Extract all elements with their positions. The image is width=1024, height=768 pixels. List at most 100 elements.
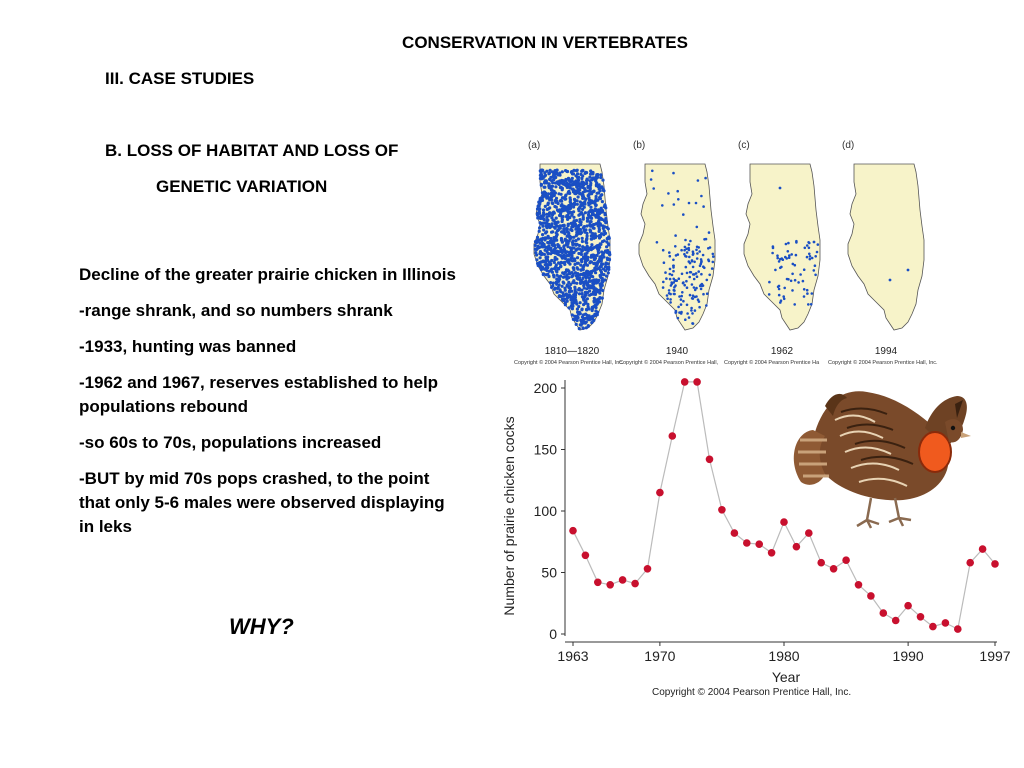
sighting-dot <box>685 303 689 307</box>
sighting-dot <box>569 248 573 252</box>
sighting-dot <box>562 223 566 227</box>
sighting-dot <box>697 246 700 249</box>
sighting-dot <box>707 247 710 250</box>
sighting-dot <box>583 321 587 325</box>
data-point <box>991 560 999 568</box>
data-point <box>780 518 788 526</box>
sighting-dot <box>581 190 585 195</box>
sighting-dot <box>576 180 580 184</box>
sighting-dot <box>558 294 562 298</box>
sighting-dot <box>575 175 579 179</box>
data-point <box>743 539 751 547</box>
sighting-dot <box>568 294 572 298</box>
sighting-dot <box>575 202 579 206</box>
sighting-dot <box>543 181 547 185</box>
sighting-dot <box>802 268 806 271</box>
sighting-dot <box>605 274 609 278</box>
sighting-dot <box>549 193 553 197</box>
sighting-dot <box>690 283 694 286</box>
sighting-dot <box>568 200 572 204</box>
sighting-dot <box>577 230 581 234</box>
sighting-dot <box>576 276 580 280</box>
subsection-heading-line1: B. LOSS OF HABITAT AND LOSS OF <box>105 141 399 160</box>
sighting-dot <box>552 239 556 243</box>
sighting-dot <box>552 189 556 193</box>
sighting-dot <box>570 183 574 187</box>
sighting-dot <box>596 260 600 264</box>
sighting-dot <box>585 234 589 238</box>
sighting-dot <box>596 208 601 212</box>
sighting-dot <box>589 237 594 241</box>
data-point <box>755 540 763 548</box>
sighting-dot <box>791 289 794 292</box>
sighting-dot <box>705 304 708 307</box>
sighting-dot <box>705 292 709 295</box>
sighting-dot <box>693 288 697 292</box>
sighting-dot <box>563 301 567 305</box>
sighting-dot <box>543 171 547 175</box>
sighting-dot <box>576 272 580 276</box>
sighting-dot <box>599 175 603 180</box>
sighting-dot <box>600 232 604 236</box>
sighting-dot <box>600 208 604 213</box>
sighting-dot <box>685 286 689 289</box>
sighting-dot <box>683 248 686 252</box>
sighting-dot <box>682 213 685 216</box>
sighting-dot <box>538 198 542 202</box>
sighting-dot <box>543 185 547 189</box>
panel-years: 1994 <box>875 346 898 357</box>
sighting-dot <box>583 202 587 206</box>
sighting-dot <box>538 241 542 245</box>
sighting-dot <box>594 281 598 285</box>
sighting-dot <box>570 313 574 317</box>
sighting-dot <box>564 183 568 187</box>
sighting-dot <box>682 299 685 303</box>
sighting-dot <box>682 281 685 284</box>
sighting-dot <box>592 287 596 291</box>
sighting-dot <box>562 247 566 251</box>
sighting-dot <box>604 262 608 266</box>
sighting-dot <box>677 198 680 201</box>
sighting-dot <box>590 216 594 220</box>
sighting-dot <box>539 265 543 269</box>
data-point <box>916 613 925 621</box>
sighting-dot <box>601 288 605 293</box>
sighting-dot <box>559 261 563 265</box>
sighting-dot <box>589 260 593 264</box>
sighting-dot <box>583 295 587 299</box>
sighting-dot <box>596 198 600 202</box>
sighting-dot <box>575 185 579 189</box>
sighting-dot <box>581 276 585 280</box>
sighting-dot <box>541 208 546 212</box>
sighting-dot <box>544 255 548 259</box>
sighting-dot <box>672 264 675 268</box>
sighting-dot <box>581 313 586 317</box>
sighting-dot <box>562 244 566 248</box>
sighting-dot <box>551 201 555 206</box>
sighting-dot <box>652 187 655 190</box>
sighting-dot <box>673 279 677 282</box>
sighting-dot <box>558 265 563 269</box>
sighting-dot <box>602 229 606 233</box>
sighting-dot <box>595 253 599 257</box>
data-point <box>581 551 590 560</box>
sighting-dot <box>583 274 587 279</box>
sighting-dot <box>668 272 672 276</box>
sighting-dot <box>556 220 560 224</box>
sighting-dot <box>545 258 550 262</box>
sighting-dot <box>545 215 549 219</box>
sighting-dot <box>552 210 556 214</box>
data-point <box>966 558 974 567</box>
sighting-dot <box>777 287 781 291</box>
slide-title: CONSERVATION IN VERTEBRATES <box>402 33 688 52</box>
sighting-dot <box>587 215 591 219</box>
sighting-dot <box>805 288 809 292</box>
sighting-dot <box>568 246 573 250</box>
sighting-dot <box>585 178 589 182</box>
sighting-dot <box>573 317 578 321</box>
sighting-dot <box>557 283 561 287</box>
sighting-dot <box>554 265 558 269</box>
sighting-dot <box>575 281 579 285</box>
sighting-dot <box>567 231 571 236</box>
sighting-dot <box>553 204 557 209</box>
